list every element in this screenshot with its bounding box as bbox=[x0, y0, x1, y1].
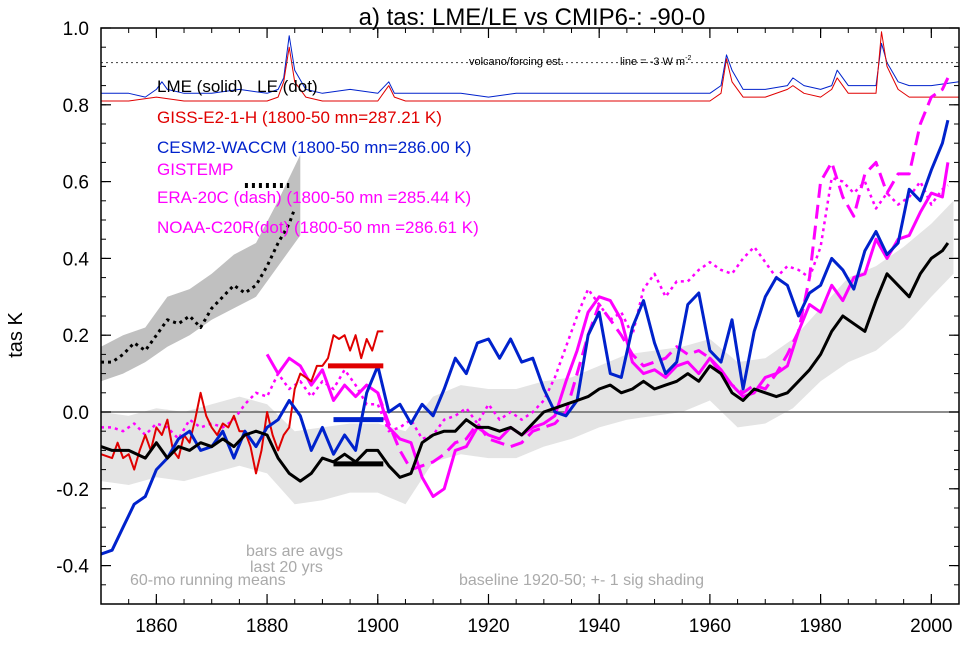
y-axis-label: tas K bbox=[5, 312, 27, 358]
annotation-running: 60-mo running means bbox=[130, 572, 286, 589]
x-tick-label: 1960 bbox=[689, 616, 731, 637]
legend-gistemp: GISTEMP bbox=[157, 160, 234, 179]
shading-le_band bbox=[101, 154, 301, 382]
annotation-line-unit-sup: -2 bbox=[685, 55, 691, 62]
axes-group: -0.4 -0.2 0.0 0.2 0.4 0.6 0.8 1.0 1860 1880 1900 19… bbox=[56, 19, 960, 637]
shading-lme_band bbox=[101, 200, 954, 505]
y-tick-label: 0.6 bbox=[63, 173, 89, 194]
x-tick-label: 1940 bbox=[578, 616, 620, 637]
chart-title: a) tas: LME/LE vs CMIP6-: -90-0 bbox=[359, 4, 706, 31]
y-tick-label: 0.4 bbox=[63, 249, 90, 270]
x-tick-label: 1980 bbox=[799, 616, 841, 637]
annotation-line-unit: line = -3 W m-2 bbox=[620, 55, 691, 68]
forcing-group bbox=[101, 31, 959, 102]
y-tick-label: 0.0 bbox=[63, 403, 89, 424]
legend-giss: GISS-E2-1-H (1800-50 mn=287.21 K) bbox=[157, 108, 442, 127]
shading-group bbox=[101, 154, 954, 505]
y-tick-label: -0.4 bbox=[56, 557, 89, 578]
y-tick-label: 1.0 bbox=[63, 19, 89, 40]
y-tick-label: 0.2 bbox=[63, 326, 89, 347]
legend-cesm: CESM2-WACCM (1800-50 mn=286.00 K) bbox=[157, 138, 471, 157]
annotation-line-unit-text: line = -3 W m bbox=[620, 56, 685, 68]
series-group bbox=[101, 77, 950, 556]
series-forcing_red bbox=[101, 31, 959, 102]
series-era20c bbox=[376, 77, 950, 472]
x-tick-label: 1880 bbox=[246, 616, 288, 637]
annotation-baseline: baseline 1920-50; +- 1 sig shading bbox=[459, 572, 704, 589]
x-tick-label: 1860 bbox=[135, 616, 177, 637]
annotation-volcano: volcano/forcing est. bbox=[469, 56, 564, 68]
series-le bbox=[101, 207, 297, 364]
series-gistemp bbox=[265, 162, 950, 498]
x-tick-label: 2000 bbox=[910, 616, 952, 637]
annotation-bars-2: last 20 yrs bbox=[250, 559, 323, 576]
x-tick-label: 1920 bbox=[467, 616, 509, 637]
y-tick-label: -0.2 bbox=[56, 480, 89, 501]
legend-era20c: ERA-20C (dash) (1800-50 mn =285.44 K) bbox=[157, 188, 471, 207]
avg-bars-group bbox=[244, 182, 384, 467]
annotation-bars-1: bars are avgs bbox=[246, 543, 343, 560]
legend-lme: LME (solid) LE (dot) bbox=[157, 77, 318, 96]
series-forcing_blue bbox=[101, 35, 959, 98]
x-tick-label: 1900 bbox=[357, 616, 399, 637]
series-noaa bbox=[101, 176, 949, 441]
legend-noaa: NOAA-C20R(dot) (1800-50 mn =286.61 K) bbox=[157, 218, 479, 237]
series-lme bbox=[101, 242, 950, 483]
y-tick-label: 0.8 bbox=[63, 96, 89, 117]
